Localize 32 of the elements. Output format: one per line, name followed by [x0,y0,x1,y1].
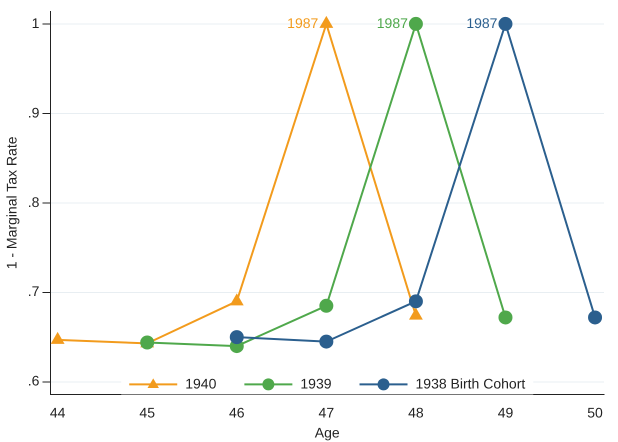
point [320,16,333,28]
annotation: 1987 [376,14,408,31]
y-axis-title: 1 - Marginal Tax Rate [3,136,20,270]
point [408,294,423,308]
point [498,310,512,324]
point [410,308,422,320]
y-tick-label: .6 [28,372,40,389]
point [230,330,244,344]
x-tick-label: 50 [587,404,604,421]
x-tick-label: 47 [318,404,334,421]
y-tick-label: .7 [28,283,40,300]
x-tick-label: 45 [139,404,156,421]
x-tick-label: 44 [50,404,66,421]
point [51,332,64,344]
point [588,310,602,324]
point [319,334,334,349]
x-tick-label: 48 [408,404,424,421]
y-tick-label: .8 [28,194,40,210]
y-tick-label: .9 [28,104,40,120]
x-axis-title: Age [314,424,340,440]
y-tick-label: 1 [32,14,40,31]
point [319,298,334,313]
annotation: 1987 [466,14,498,31]
legend-label: 1940 [185,375,217,392]
legend-label: 1938 Birth Cohort [416,375,526,392]
point [408,16,423,31]
point [230,294,243,306]
x-tick-label: 49 [498,404,514,421]
point [498,16,512,31]
annotation: 1987 [287,14,319,31]
x-tick-label: 46 [228,404,245,421]
legend-label: 1939 [300,375,332,392]
